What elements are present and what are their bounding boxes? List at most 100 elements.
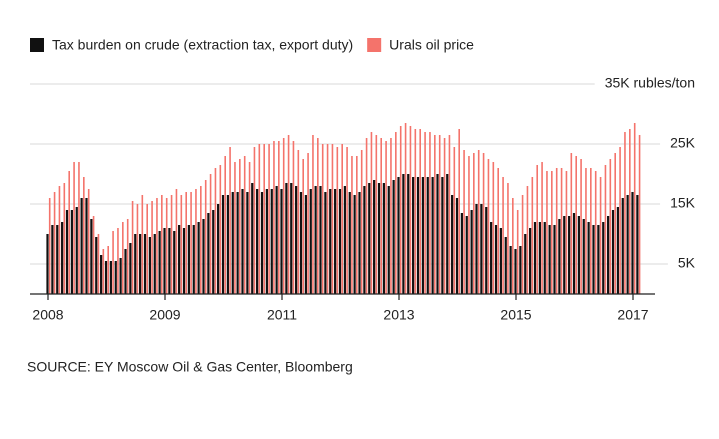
price-bar: [594, 171, 597, 294]
price-bar: [253, 147, 256, 294]
y-tick-label: 15K: [670, 195, 696, 211]
price-bar: [360, 150, 363, 294]
price-bar: [97, 234, 100, 294]
tax-bar: [543, 222, 546, 294]
tax-bar: [602, 222, 605, 294]
tax-bar: [363, 186, 366, 294]
price-bar: [346, 147, 348, 294]
tax-bar: [51, 225, 54, 294]
tax-bar: [524, 234, 527, 294]
price-bar: [292, 141, 295, 294]
tax-bar: [470, 210, 473, 294]
price-bar: [48, 198, 51, 294]
tax-bar: [563, 216, 566, 294]
tax-bar: [163, 228, 166, 294]
tax-bar: [421, 177, 424, 294]
price-bar: [624, 132, 626, 294]
price-bar: [614, 153, 616, 294]
price-bar: [287, 135, 290, 294]
price-bar: [326, 144, 329, 294]
tax-bar: [455, 198, 459, 294]
price-bar: [629, 129, 631, 294]
price-bar: [443, 138, 446, 294]
price-bar: [122, 222, 124, 294]
price-bar: [468, 156, 470, 294]
price-bar: [107, 246, 109, 294]
price-bar: [560, 168, 563, 294]
price-bar: [633, 123, 636, 294]
tax-bar: [129, 243, 132, 294]
price-bar: [375, 135, 378, 294]
y-tick-label: 25K: [670, 135, 696, 151]
tax-bar: [387, 186, 390, 294]
price-bar: [521, 195, 524, 294]
price-bar: [351, 156, 353, 294]
tax-bar: [217, 204, 220, 294]
tax-bar: [626, 195, 629, 294]
tax-bar: [519, 246, 522, 294]
price-bar: [516, 210, 519, 294]
price-bar: [273, 141, 275, 294]
tax-bar: [95, 237, 98, 294]
price-bar: [555, 168, 558, 294]
price-bar: [224, 156, 226, 294]
price-bar: [302, 159, 304, 294]
price-bar: [175, 189, 178, 294]
price-bar: [546, 171, 548, 294]
tax-bar: [636, 195, 639, 294]
tax-bar: [407, 174, 410, 294]
price-bar: [307, 153, 309, 294]
tax-bar: [265, 189, 268, 294]
price-bar: [463, 150, 465, 294]
tax-bar: [187, 225, 190, 294]
tax-bar: [314, 186, 317, 294]
tax-bar: [377, 183, 381, 294]
price-bar: [141, 195, 144, 294]
price-bar: [312, 135, 314, 294]
price-bar: [399, 126, 402, 294]
price-bar: [604, 165, 607, 294]
tax-bar: [368, 183, 371, 294]
price-bar: [492, 162, 495, 294]
price-bar: [92, 216, 95, 294]
price-bar: [117, 228, 119, 294]
price-bar: [570, 153, 573, 294]
price-bar: [136, 204, 139, 294]
price-bar: [619, 147, 621, 294]
price-bar: [390, 138, 392, 294]
source-note: SOURCE: EY Moscow Oil & Gas Center, Bloo…: [27, 359, 353, 375]
tax-bar: [85, 198, 88, 294]
tax-bar: [304, 195, 307, 294]
price-bar: [448, 135, 451, 294]
price-bar: [170, 195, 173, 294]
price-bar: [78, 162, 80, 294]
tax-bar: [514, 249, 517, 294]
price-bar: [209, 174, 212, 294]
tax-bar: [251, 183, 254, 294]
tax-bar: [329, 189, 332, 294]
price-bar: [497, 168, 499, 294]
tax-bar: [143, 234, 147, 294]
tax-bar: [334, 189, 337, 294]
price-bar: [429, 132, 431, 294]
tax-bar: [290, 183, 293, 294]
price-bar: [131, 201, 134, 294]
tax-bar: [241, 189, 244, 294]
price-bar: [536, 165, 538, 294]
tax-bar: [548, 225, 551, 294]
tax-bar: [397, 177, 400, 294]
price-bar: [248, 162, 251, 294]
price-bar: [590, 168, 592, 294]
price-bar: [526, 186, 529, 294]
price-bar: [161, 195, 163, 294]
price-bar: [68, 171, 70, 294]
tax-bar: [285, 183, 288, 294]
tax-bar: [100, 255, 103, 294]
price-bar: [180, 195, 183, 294]
tax-bar: [158, 231, 161, 294]
tax-bar: [412, 177, 415, 294]
tax-bar: [173, 231, 176, 294]
tax-bar: [480, 204, 483, 294]
tax-bar: [231, 192, 234, 294]
tax-bar: [343, 186, 346, 294]
